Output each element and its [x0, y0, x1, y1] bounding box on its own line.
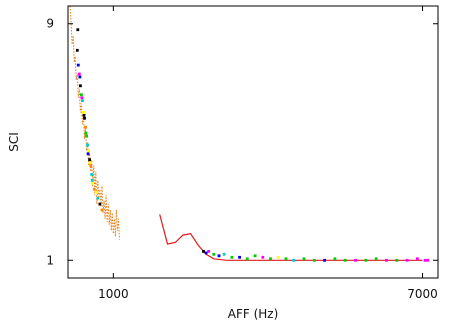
- x-tick-label: 1000: [98, 287, 129, 301]
- data-point: [100, 208, 104, 212]
- data-point: [426, 258, 430, 262]
- data-point: [90, 179, 94, 182]
- data-point: [84, 131, 88, 135]
- data-point: [423, 258, 427, 262]
- data-point: [76, 63, 80, 67]
- data-point: [364, 258, 368, 262]
- data-point: [312, 258, 316, 262]
- data-point: [343, 258, 347, 262]
- data-point: [98, 202, 102, 206]
- data-point: [354, 258, 357, 262]
- data-point: [90, 173, 94, 176]
- data-point: [82, 111, 85, 114]
- data-point: [79, 84, 82, 88]
- data-point: [276, 255, 280, 259]
- data-point: [284, 257, 288, 261]
- data-point: [92, 187, 96, 191]
- plot-frame: [67, 5, 439, 279]
- data-point: [217, 254, 221, 258]
- data-point: [261, 255, 265, 259]
- data-point: [85, 134, 88, 138]
- data-point: [80, 96, 84, 100]
- axis-ticks: 1000 7000 1 9: [46, 6, 438, 301]
- data-point: [323, 258, 326, 262]
- y-tick-label: 9: [46, 17, 54, 31]
- data-point: [269, 257, 272, 261]
- data-point: [222, 252, 226, 256]
- data-point: [94, 190, 98, 194]
- data-point: [204, 251, 208, 255]
- data-point: [81, 99, 84, 102]
- data-point: [253, 254, 257, 258]
- data-point: [212, 252, 216, 256]
- data-point: [76, 28, 80, 32]
- data-point: [75, 48, 79, 52]
- data-point: [86, 143, 89, 147]
- data-point: [83, 116, 86, 120]
- data-point: [80, 93, 83, 97]
- data-point: [89, 164, 93, 168]
- data-point: [245, 257, 249, 261]
- y-axis-label: SCI: [7, 132, 21, 152]
- data-point: [96, 196, 100, 200]
- data-point: [238, 255, 241, 259]
- data-point: [78, 75, 82, 79]
- data-point: [385, 258, 388, 262]
- data-point: [292, 258, 296, 262]
- data-point: [87, 149, 90, 153]
- y-tick-label: 1: [46, 253, 54, 267]
- x-tick-label: 7000: [407, 287, 438, 301]
- data-point: [374, 257, 378, 261]
- x-axis-label: AFF (Hz): [228, 307, 279, 321]
- data-point: [405, 258, 409, 262]
- dotted-series-line: [69, 5, 120, 240]
- data-point: [395, 258, 399, 262]
- data-point: [333, 257, 337, 261]
- data-point: [302, 257, 306, 261]
- data-point: [416, 257, 419, 261]
- plot-marks: [69, 5, 430, 262]
- data-point: [202, 250, 205, 253]
- data-point: [88, 161, 92, 165]
- data-point: [82, 114, 86, 117]
- fit-line: [159, 214, 423, 261]
- data-point: [207, 250, 211, 253]
- data-point: [230, 255, 234, 259]
- data-point: [91, 182, 95, 185]
- data-point: [84, 125, 87, 129]
- data-point: [86, 152, 90, 156]
- data-point: [88, 158, 91, 162]
- data-point: [77, 72, 81, 76]
